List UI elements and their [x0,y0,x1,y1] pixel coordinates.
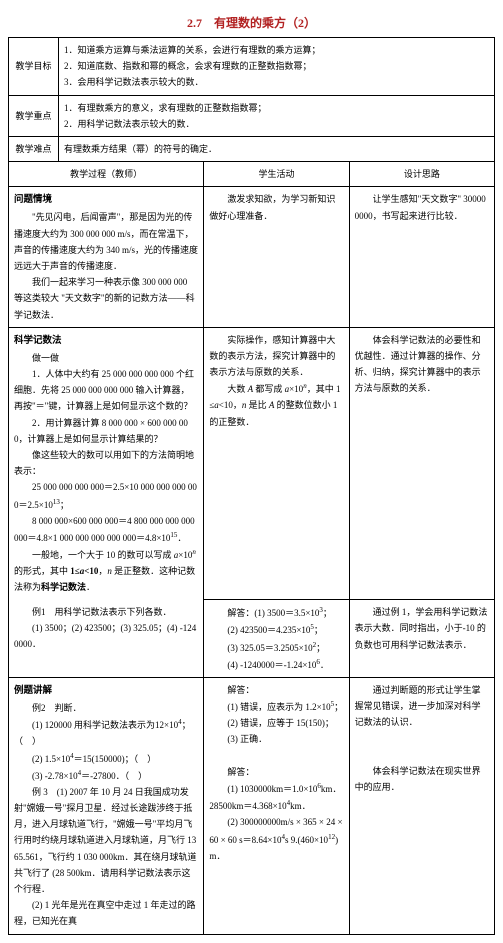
notation-activity-2: 解答：(1) 3500＝3.5×103； (2) 423500＝4.235×10… [204,600,349,678]
label-focus: 教学重点 [9,95,59,136]
row-goals: 教学目标 1．知道乘方运算与乘法运算的关系，会进行有理数的乘方运算； 2．知道底… [9,38,495,96]
situation-activity: 激发求知欲，为学习新知识做好心理准备． [204,187,349,327]
situation-content: 问题情境 "先见闪电，后闻雷声"，那是因为光的传播速度大约为 300 000 0… [9,187,204,327]
content-goals: 1．知道乘方运算与乘法运算的关系，会进行有理数的乘方运算； 2．知道底数、指数和… [59,38,495,96]
label-goals: 教学目标 [9,38,59,96]
label-difficulty: 教学难点 [9,136,59,161]
notation-activity-1: 实际操作，感知计算器中大数的表示方法，探究计算器中的表示方法与原数的关系． 大数… [204,327,349,599]
notation-design-2: 通过例 1，学会用科学记数法表示大数．同时指出，小于-10 的负数也可用科学记数… [349,600,494,678]
examples-activity: 解答： (1) 错误，应表示为 1.2×105； (2) 错误，应等于 15(1… [204,677,349,934]
examples-content: 例题讲解 例2 判断． (1) 120000 用科学记数法表示为12×104；（… [9,677,204,934]
row-difficulty: 教学难点 有理数乘方结果（幂）的符号的确定． [9,136,495,161]
row-situation: 问题情境 "先见闪电，后闻雷声"，那是因为光的传播速度大约为 300 000 0… [9,187,495,327]
situation-design: 让学生感知"天文数字" 300000000，书写起来进行比较． [349,187,494,327]
notation-label: 科学记数法 [14,336,62,346]
header-design: 设计思路 [349,162,494,187]
row-examples: 例题讲解 例2 判断． (1) 120000 用科学记数法表示为12×104；（… [9,677,495,934]
notation-content-2: 例1 用科学记数法表示下列各数． (1) 3500；(2) 423500；(3)… [9,600,204,678]
header-activity: 学生活动 [204,162,349,187]
notation-design-1: 体会科学记数法的必要性和优越性．通过计算器的操作、分析、归纳，探究计算器中的表示… [349,327,494,599]
header-process: 教学过程（教师） [9,162,204,187]
examples-label: 例题讲解 [14,686,52,696]
main-table: 教学目标 1．知道乘方运算与乘法运算的关系，会进行有理数的乘方运算； 2．知道底… [8,37,495,935]
examples-design: 通过判断题的形式让学生掌握常见错误，进一步加深对科学记数法的认识． 体会科学记数… [349,677,494,934]
notation-content-1: 科学记数法 做一做 1．人体中大约有 25 000 000 000 000 个红… [9,327,204,599]
row-notation-1: 科学记数法 做一做 1．人体中大约有 25 000 000 000 000 个红… [9,327,495,599]
row-focus: 教学重点 1．有理数乘方的意义，求有理数的正整数指数幂； 2．用科学记数法表示较… [9,95,495,136]
row-notation-2: 例1 用科学记数法表示下列各数． (1) 3500；(2) 423500；(3)… [9,600,495,678]
situation-label: 问题情境 [14,195,52,205]
page-title: 2.7 有理数的乘方（2） [8,8,495,37]
content-difficulty: 有理数乘方结果（幂）的符号的确定． [59,136,495,161]
row-header: 教学过程（教师） 学生活动 设计思路 [9,162,495,187]
content-focus: 1．有理数乘方的意义，求有理数的正整数指数幂； 2．用科学记数法表示较大的数． [59,95,495,136]
